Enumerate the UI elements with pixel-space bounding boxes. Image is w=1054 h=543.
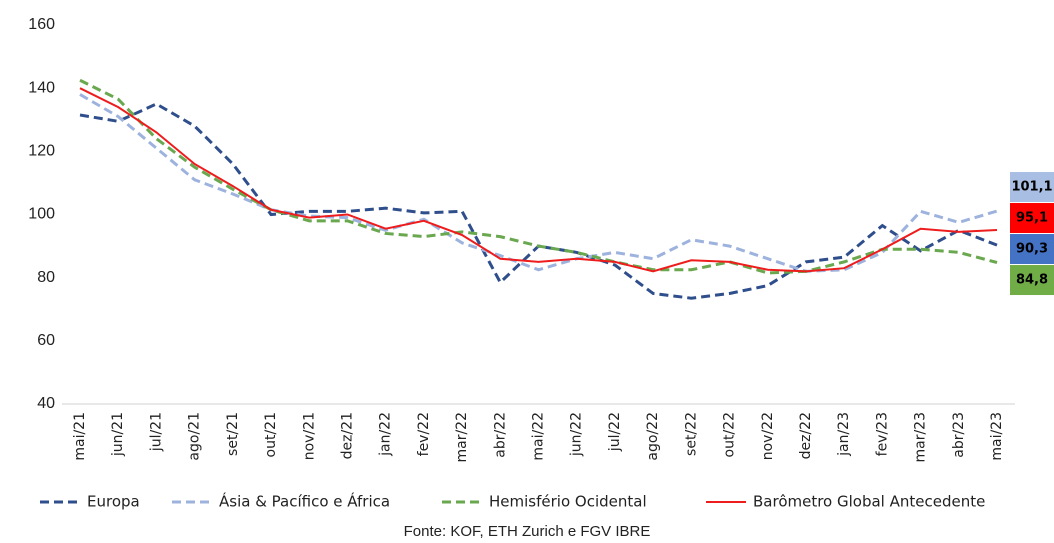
x-tick-label: mai/21 (72, 412, 88, 461)
y-tick-label: 160 (28, 16, 55, 33)
x-tick-label: out/22 (722, 412, 738, 457)
legend-label: Hemisfério Ocidental (489, 493, 647, 511)
series-line (79, 78, 998, 275)
source: Fonte: KOF, ETH Zurich e FGV IBRE (404, 523, 651, 540)
x-tick-label: jun/21 (110, 412, 126, 457)
x-tick-label: jul/22 (607, 412, 623, 452)
series-line (79, 87, 998, 273)
x-tick-label: fev/22 (416, 412, 432, 456)
y-tick-label: 100 (28, 206, 55, 223)
y-tick-label: 120 (28, 143, 55, 160)
y-tick-label: 80 (37, 269, 55, 286)
x-tick-label: jun/22 (569, 412, 585, 457)
x-tick-label: dez/21 (339, 412, 355, 459)
x-tick-label: mar/23 (913, 412, 929, 463)
y-tick-label: 40 (37, 395, 55, 412)
x-tick-label: set/21 (225, 412, 241, 456)
value-label: 95,1 (1016, 211, 1048, 226)
x-tick-label: jul/21 (148, 412, 164, 452)
value-label-box (1010, 265, 1054, 296)
value-label: 90,3 (1016, 242, 1048, 257)
x-tick-label: ago/22 (645, 412, 661, 461)
x-tick-label: abr/23 (951, 412, 967, 458)
x-tick-label: dez/22 (798, 412, 814, 459)
x-tick-label: fev/23 (874, 412, 890, 456)
x-tick-label: mai/23 (989, 412, 1005, 461)
legend-label: Ásia & Pacífico e África (219, 492, 390, 511)
x-tick-label: nov/21 (301, 412, 317, 460)
value-label: 84,8 (1016, 273, 1048, 288)
x-tick-label: abr/22 (492, 412, 508, 458)
x-tick-label: nov/22 (760, 412, 776, 460)
x-tick-label: jan/22 (378, 412, 394, 457)
value-label-box (1010, 234, 1054, 265)
x-tick-label: jan/23 (836, 412, 852, 457)
x-tick-label: out/21 (263, 412, 279, 457)
x-tick-label: mar/22 (454, 412, 470, 463)
x-tick-label: mai/22 (531, 412, 547, 461)
y-tick-label: 140 (28, 79, 55, 96)
legend-label: Barômetro Global Antecedente (753, 493, 985, 511)
value-label-box (1010, 203, 1054, 234)
value-label: 101,1 (1011, 180, 1052, 195)
value-label-box (1010, 172, 1054, 203)
series-line (79, 93, 998, 273)
x-tick-label: ago/21 (187, 412, 203, 461)
x-tick-label: set/22 (683, 412, 699, 456)
y-tick-label: 60 (37, 332, 55, 349)
legend-label: Europa (87, 493, 140, 511)
